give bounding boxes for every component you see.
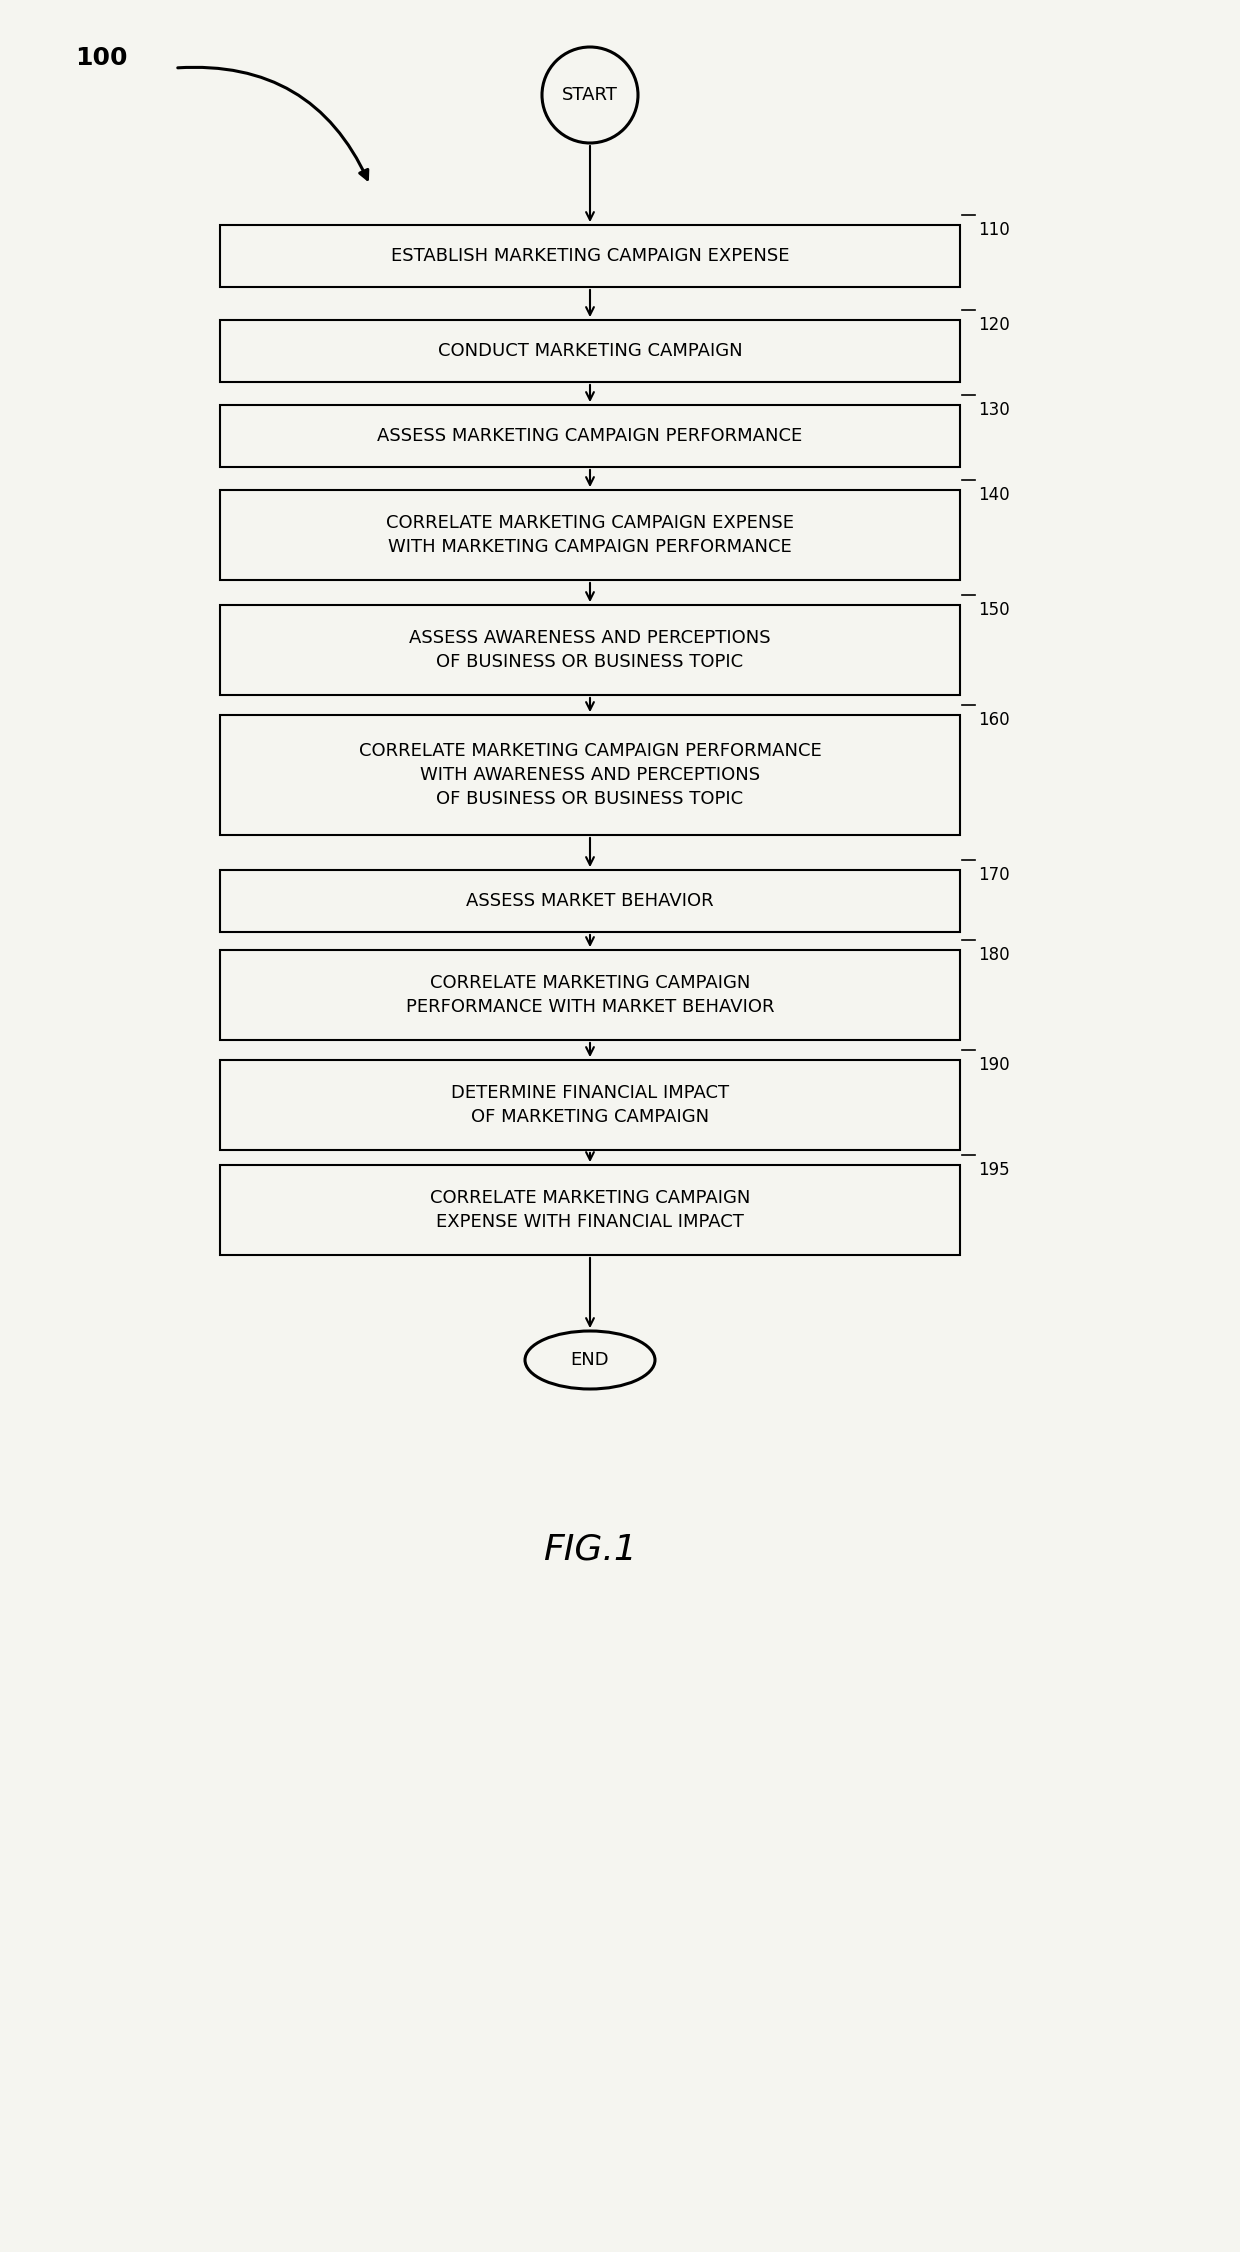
Text: ASSESS MARKET BEHAVIOR: ASSESS MARKET BEHAVIOR (466, 892, 714, 910)
Text: 130: 130 (978, 401, 1009, 419)
Text: ASSESS MARKETING CAMPAIGN PERFORMANCE: ASSESS MARKETING CAMPAIGN PERFORMANCE (377, 428, 802, 446)
Text: DETERMINE FINANCIAL IMPACT
OF MARKETING CAMPAIGN: DETERMINE FINANCIAL IMPACT OF MARKETING … (451, 1083, 729, 1126)
Text: END: END (570, 1351, 609, 1369)
Text: 150: 150 (978, 601, 1009, 619)
Text: CORRELATE MARKETING CAMPAIGN EXPENSE
WITH MARKETING CAMPAIGN PERFORMANCE: CORRELATE MARKETING CAMPAIGN EXPENSE WIT… (386, 513, 794, 556)
FancyArrowPatch shape (177, 68, 368, 180)
Text: 110: 110 (978, 221, 1009, 239)
Text: 100: 100 (74, 45, 128, 70)
Text: 160: 160 (978, 712, 1009, 730)
Text: START: START (562, 86, 618, 104)
Text: 195: 195 (978, 1162, 1009, 1180)
Text: 190: 190 (978, 1056, 1009, 1074)
Text: CORRELATE MARKETING CAMPAIGN PERFORMANCE
WITH AWARENESS AND PERCEPTIONS
OF BUSIN: CORRELATE MARKETING CAMPAIGN PERFORMANCE… (358, 743, 821, 808)
Text: CORRELATE MARKETING CAMPAIGN
EXPENSE WITH FINANCIAL IMPACT: CORRELATE MARKETING CAMPAIGN EXPENSE WIT… (430, 1189, 750, 1232)
Text: ESTABLISH MARKETING CAMPAIGN EXPENSE: ESTABLISH MARKETING CAMPAIGN EXPENSE (391, 248, 789, 266)
Text: 120: 120 (978, 315, 1009, 333)
Text: CORRELATE MARKETING CAMPAIGN
PERFORMANCE WITH MARKET BEHAVIOR: CORRELATE MARKETING CAMPAIGN PERFORMANCE… (405, 975, 774, 1016)
Text: 170: 170 (978, 867, 1009, 885)
Text: ASSESS AWARENESS AND PERCEPTIONS
OF BUSINESS OR BUSINESS TOPIC: ASSESS AWARENESS AND PERCEPTIONS OF BUSI… (409, 628, 771, 671)
Text: CONDUCT MARKETING CAMPAIGN: CONDUCT MARKETING CAMPAIGN (438, 342, 743, 360)
Text: 140: 140 (978, 486, 1009, 504)
Text: FIG.1: FIG.1 (543, 1534, 637, 1567)
Text: 180: 180 (978, 946, 1009, 964)
